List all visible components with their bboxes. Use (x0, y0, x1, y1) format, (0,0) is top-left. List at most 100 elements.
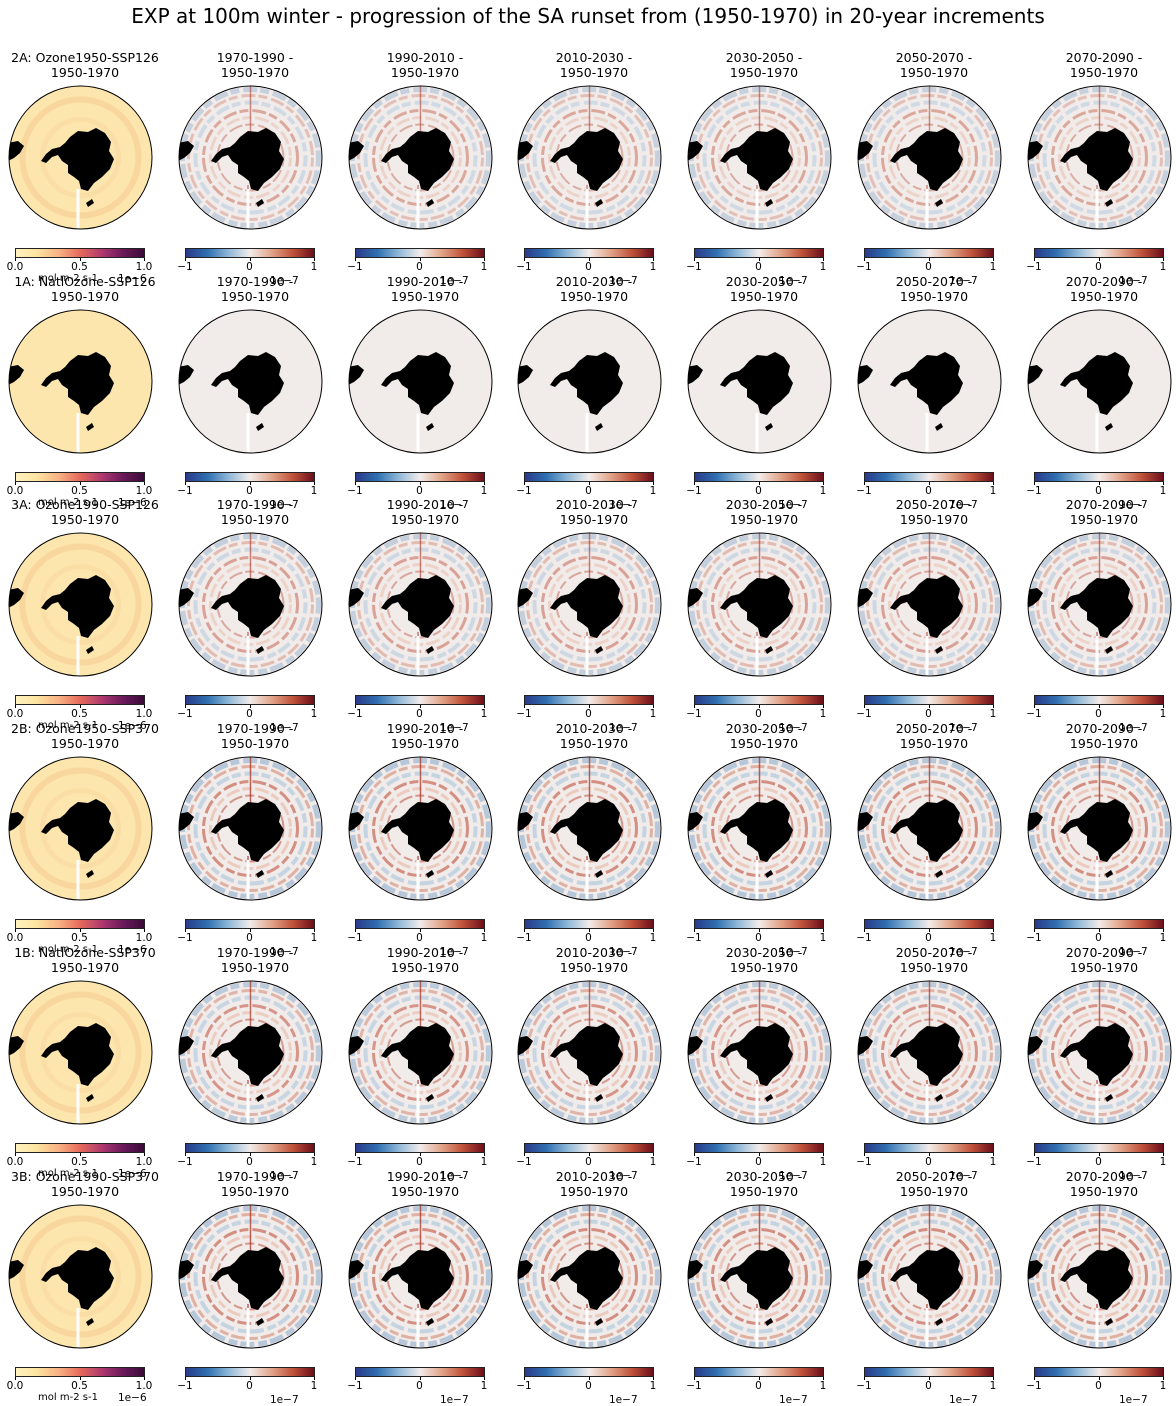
panel-title: 1990-2010 - 1950-1970 (386, 945, 464, 975)
colorbar-exponent: 1e−7 (779, 946, 808, 958)
map-svg (517, 532, 662, 677)
flux-ring (40, 117, 121, 198)
colorbar (524, 919, 654, 929)
colorbar-tick-label: 0.5 (71, 932, 88, 944)
colorbar-tick (823, 482, 824, 485)
map-panel: 2030-2050 - 1950-1970 −1 0 1 1e−7 (679, 945, 849, 1182)
australia-landmass (140, 1312, 152, 1344)
colorbar-tick-label: 1 (1159, 1156, 1167, 1168)
data-gap (585, 1308, 589, 1348)
map-svg (8, 1204, 153, 1349)
south-america-landmass (349, 1260, 364, 1280)
colorbar (524, 1367, 654, 1377)
colorbar-tick-label: 0 (246, 261, 253, 273)
colorbar-tick-label: 1 (989, 708, 997, 720)
panel-title: 2B: Ozone1950-SSP370 1950-1970 (11, 721, 159, 751)
data-gap (76, 189, 80, 229)
panel-title: 2030-2050 - 1950-1970 (725, 50, 803, 80)
colorbar (355, 1143, 485, 1153)
flux-ring (19, 543, 142, 666)
island-landmass (426, 199, 434, 207)
anomaly-ring (372, 109, 469, 206)
map-boundary (178, 756, 323, 901)
colorbar-tick-label: 1 (310, 485, 318, 497)
colorbar-tick (928, 482, 930, 485)
data-gap (246, 1084, 250, 1124)
map-boundary (687, 980, 832, 1125)
panel-title: 2030-2050 - 1950-1970 (725, 497, 803, 527)
south-america-landmass (1028, 1260, 1043, 1280)
island-landmass (935, 199, 943, 207)
colorbar-tick-label: 1 (819, 708, 827, 720)
colorbar-exponent: 1e−7 (440, 1170, 469, 1182)
colorbar-exponent: 1e−7 (270, 946, 299, 958)
colorbar-tick-label: 1.0 (135, 932, 153, 944)
figure-title: EXP at 100m winter - progression of the … (131, 4, 1045, 28)
anomaly-ring (202, 780, 299, 877)
colorbar-tick-label: 1 (480, 485, 488, 497)
colorbar-tick-label: 1 (989, 1380, 997, 1392)
map-panel: 2070-2090 - 1950-1970 −1 0 1 1e−7 (1019, 721, 1176, 958)
map-boundary (517, 85, 662, 230)
australia-landmass (140, 193, 152, 225)
map-boundary (8, 980, 153, 1125)
colorbar-tick-label: 0 (585, 1156, 592, 1168)
south-america-landmass (9, 365, 24, 385)
polar-map (857, 532, 1002, 677)
panel-title: 2070-2090 - 1950-1970 (1065, 274, 1143, 304)
colorbar-tick-label: 1 (480, 1380, 488, 1392)
map-panel: 2050-2070 - 1950-1970 −1 0 1 1e−7 (849, 721, 1019, 958)
map-panel: 2010-2030 - 1950-1970 −1 0 1 1e−7 (509, 274, 679, 511)
data-gap (246, 860, 250, 900)
island-landmass (256, 423, 264, 431)
polar-map (348, 756, 493, 901)
map-boundary (517, 309, 662, 454)
island-landmass (426, 1094, 434, 1102)
data-gap (585, 636, 589, 676)
colorbar-tick (314, 482, 315, 485)
colorbar-tick-label: −1 (686, 485, 702, 497)
panel-title: 2010-2030 - 1950-1970 (555, 1169, 633, 1199)
colorbar-tick-label: −1 (177, 1380, 193, 1392)
map-boundary (8, 85, 153, 230)
island-landmass (1105, 1094, 1113, 1102)
colorbar-tick-label: −1 (1026, 485, 1042, 497)
colorbar-tick (314, 929, 315, 932)
australia-landmass (819, 1312, 831, 1344)
colorbar-exponent: 1e−7 (270, 722, 299, 734)
island-landmass (426, 646, 434, 654)
colorbar-tick-label: 0 (755, 485, 762, 497)
map-panel: 2070-2090 - 1950-1970 −1 0 1 1e−7 (1019, 1169, 1176, 1406)
colorbar (1034, 1143, 1164, 1153)
colorbar-tick (185, 482, 186, 485)
australia-landmass (649, 640, 661, 672)
colorbar-tick (823, 1153, 824, 1156)
island-landmass (1105, 646, 1113, 654)
colorbar-tick-label: 0 (925, 1156, 932, 1168)
colorbar-tick (249, 1153, 251, 1156)
map-svg (857, 1204, 1002, 1349)
south-america-landmass (349, 1036, 364, 1056)
map-boundary (857, 309, 1002, 454)
panel-title: 2010-2030 - 1950-1970 (555, 497, 633, 527)
antarctica-landmass (381, 575, 454, 638)
panel-title: 1970-1990 - 1950-1970 (216, 1169, 294, 1199)
polar-map (348, 309, 493, 454)
anomaly-ring (372, 780, 469, 877)
data-gap (755, 1308, 759, 1348)
colorbar-tick-label: −1 (347, 708, 363, 720)
colorbar-tick-label: −1 (347, 932, 363, 944)
colorbar-tick-label: 1 (480, 261, 488, 273)
africa-landmass (1155, 86, 1171, 119)
colorbar-tick (314, 258, 315, 261)
africa-landmass (1155, 1205, 1171, 1238)
africa-landmass (476, 533, 492, 566)
south-america-landmass (518, 1036, 533, 1056)
polar-map (1027, 1204, 1172, 1349)
polar-map (687, 980, 832, 1125)
antarctica-landmass (211, 1023, 284, 1086)
colorbar (185, 1367, 315, 1377)
map-boundary (687, 756, 832, 901)
africa-landmass (815, 757, 831, 790)
south-america-landmass (858, 1036, 873, 1056)
